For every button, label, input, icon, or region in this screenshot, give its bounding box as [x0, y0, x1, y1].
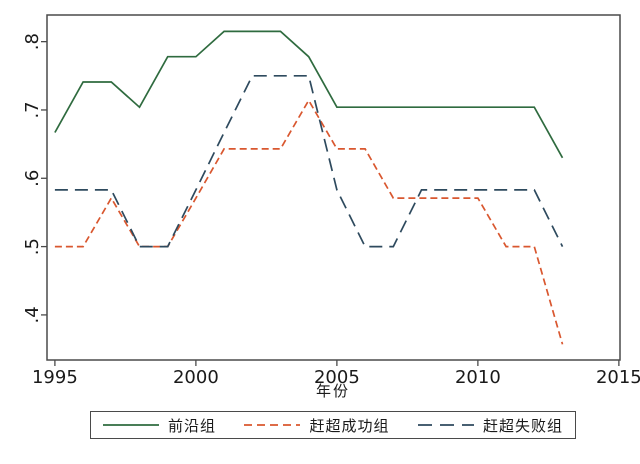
y-tick-label: .8 — [22, 33, 43, 50]
x-tick-label: 2010 — [455, 367, 501, 388]
series-line-前沿组 — [54, 30, 564, 159]
legend-item: 前沿组 — [103, 415, 216, 436]
y-tick-label: .5 — [22, 238, 43, 255]
x-tick-label: 2015 — [596, 367, 640, 388]
legend-line-sample — [244, 424, 301, 426]
legend-label: 赶超成功组 — [309, 416, 390, 435]
plot-frame — [46, 14, 621, 361]
x-tick-label: 2005 — [314, 367, 360, 388]
x-tick-label: 1995 — [32, 367, 78, 388]
y-tick-label: .6 — [22, 170, 43, 187]
y-tick-label: .7 — [22, 101, 43, 118]
legend-line-sample — [103, 424, 159, 426]
legend-item: 赶超成功组 — [244, 415, 389, 436]
legend-item: 赶超失败组 — [417, 415, 563, 436]
legend: 前沿组 赶超成功组 赶超失败组 — [90, 411, 576, 439]
legend-label: 前沿组 — [168, 416, 217, 435]
x-axis-title: 年份 — [315, 382, 350, 400]
series-line-赶超成功组 — [54, 98, 564, 345]
legend-label: 赶超失败组 — [482, 416, 563, 435]
y-tick-label: .4 — [22, 306, 43, 323]
legend-line-sample — [417, 424, 474, 426]
x-tick-label: 2000 — [173, 367, 219, 388]
series-line-赶超失败组 — [54, 74, 564, 248]
